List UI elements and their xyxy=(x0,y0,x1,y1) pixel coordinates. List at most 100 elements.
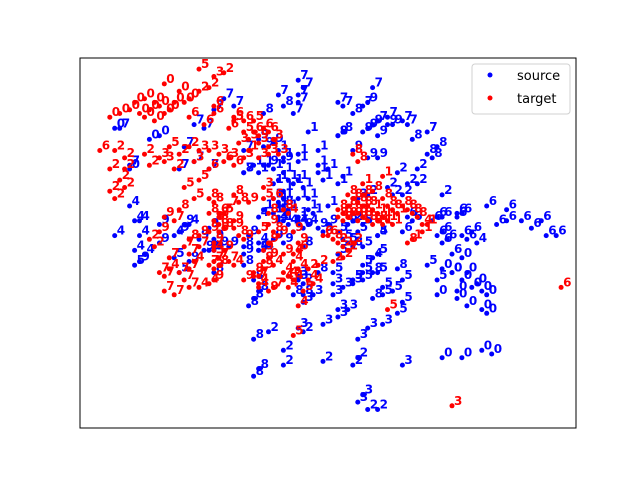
point-marker xyxy=(266,255,271,261)
point-marker xyxy=(345,214,351,220)
point-marker xyxy=(345,240,351,246)
point-marker xyxy=(211,236,217,242)
point-marker xyxy=(295,273,301,279)
point-marker xyxy=(300,281,306,287)
point-marker xyxy=(241,244,247,250)
point-label: 8 xyxy=(355,235,363,249)
point-label: 4 xyxy=(290,213,298,227)
point-marker xyxy=(504,218,510,224)
point-label: 0 xyxy=(464,268,472,282)
point-label: 3 xyxy=(365,383,373,397)
point-marker xyxy=(132,99,138,105)
point-marker xyxy=(414,166,420,172)
point-marker xyxy=(251,373,257,379)
point-label: 7 xyxy=(122,116,130,130)
point-label: 4 xyxy=(261,275,269,289)
point-marker xyxy=(375,233,381,239)
point-label: 9 xyxy=(161,220,169,234)
point-marker xyxy=(137,218,142,224)
point-marker xyxy=(295,77,301,83)
point-marker xyxy=(166,144,172,150)
point-label: 7 xyxy=(295,102,303,116)
point-label: 4 xyxy=(142,209,150,223)
point-marker xyxy=(181,244,187,250)
point-marker xyxy=(226,125,232,131)
point-label: 2 xyxy=(226,61,234,75)
point-label: 0 xyxy=(459,279,467,293)
point-marker xyxy=(256,281,262,287)
point-marker xyxy=(256,140,262,146)
point-marker xyxy=(181,99,187,105)
point-marker xyxy=(459,255,465,261)
point-label: 3 xyxy=(241,131,249,145)
point-label: 2 xyxy=(127,157,135,171)
point-label: 1 xyxy=(315,201,323,215)
point-marker xyxy=(186,251,192,257)
point-marker xyxy=(439,355,445,361)
point-label: 5 xyxy=(360,220,368,234)
point-label: 4 xyxy=(380,224,388,238)
point-label: 1 xyxy=(385,164,393,178)
point-marker xyxy=(280,270,286,276)
point-marker xyxy=(231,262,237,268)
point-marker xyxy=(335,251,341,257)
point-marker xyxy=(280,207,286,213)
point-marker xyxy=(191,159,197,165)
point-marker xyxy=(484,310,490,316)
point-label: 1 xyxy=(320,139,328,153)
point-label: 9 xyxy=(211,220,219,234)
point-label: 5 xyxy=(176,246,184,260)
point-label: 7 xyxy=(191,257,199,271)
point-label: 0 xyxy=(147,87,155,101)
point-label: 8 xyxy=(256,287,264,301)
point-label: 7 xyxy=(226,87,234,101)
point-label: 1 xyxy=(300,150,308,164)
point-label: 7 xyxy=(236,94,244,108)
point-label: 1 xyxy=(375,198,383,212)
point-marker xyxy=(409,236,415,242)
point-marker xyxy=(275,199,281,205)
point-label: 3 xyxy=(201,139,209,153)
point-label: 2 xyxy=(409,172,417,186)
point-label: 0 xyxy=(474,275,482,289)
point-marker xyxy=(186,284,192,290)
point-label: 5 xyxy=(390,298,398,312)
point-label: 9 xyxy=(380,124,388,138)
point-marker xyxy=(191,196,197,202)
point-label: 0 xyxy=(484,279,492,293)
point-label: 9 xyxy=(271,246,279,260)
point-label: 8 xyxy=(399,257,407,271)
point-marker xyxy=(295,303,301,309)
point-label: 6 xyxy=(533,216,541,230)
point-marker xyxy=(365,125,371,131)
point-label: 0 xyxy=(122,102,130,116)
point-label: 1 xyxy=(266,153,274,167)
point-label: 5 xyxy=(395,279,403,293)
point-label: 9 xyxy=(211,216,219,230)
point-label: 9 xyxy=(246,227,254,241)
point-marker xyxy=(142,251,147,257)
point-marker xyxy=(171,166,177,172)
point-label: 1 xyxy=(395,213,403,227)
point-label: 9 xyxy=(390,113,398,127)
point-marker xyxy=(360,129,366,135)
point-marker xyxy=(360,277,366,283)
point-marker xyxy=(390,222,395,227)
point-marker xyxy=(528,225,534,231)
point-label: 1 xyxy=(280,168,288,182)
point-marker xyxy=(459,233,465,239)
point-label: 8 xyxy=(355,102,363,116)
point-label: 8 xyxy=(355,201,363,215)
point-label: 8 xyxy=(375,213,383,227)
point-label: 8 xyxy=(221,205,229,219)
point-label: 2 xyxy=(211,76,219,90)
point-marker xyxy=(295,240,301,246)
point-label: 4 xyxy=(261,238,269,252)
point-label: 9 xyxy=(280,224,288,238)
point-label: 9 xyxy=(191,250,199,264)
point-label: 2 xyxy=(122,168,130,182)
point-marker xyxy=(360,214,366,220)
point-marker xyxy=(275,214,281,220)
